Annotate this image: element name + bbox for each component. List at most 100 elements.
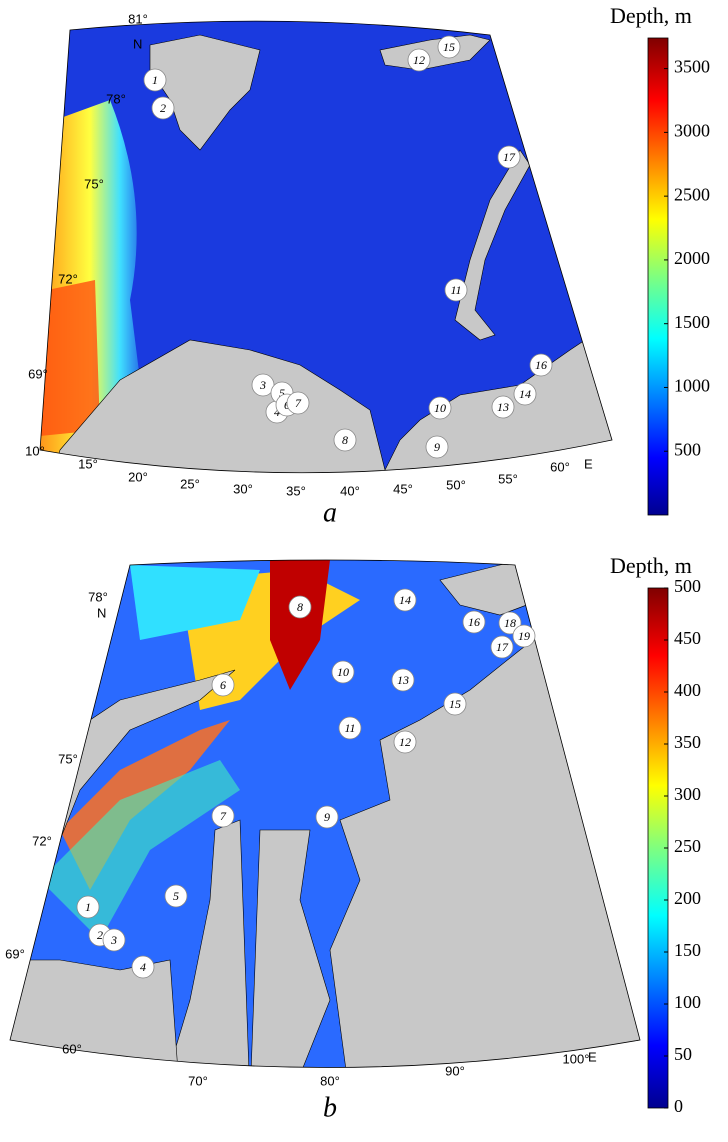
- colorbar-tick-label: 500: [674, 439, 701, 459]
- lon-label: 10°: [25, 443, 45, 458]
- station-marker: [331, 660, 355, 684]
- lat-label: 69°: [5, 946, 25, 961]
- station-label: 7: [295, 396, 302, 410]
- station-marker: [529, 353, 553, 377]
- station-label: 10: [337, 665, 349, 679]
- station-label: 8: [297, 600, 303, 614]
- colorbar-tick-label: 250: [674, 836, 701, 856]
- station-label: 15: [443, 40, 455, 54]
- lon-label: 90°: [445, 1063, 465, 1078]
- station-label: 12: [399, 735, 411, 749]
- station-marker: [338, 716, 362, 740]
- station-marker: [428, 396, 452, 420]
- station-marker: [76, 895, 100, 919]
- station-marker: [490, 635, 514, 659]
- station-marker: [462, 610, 486, 634]
- lon-label: 20°: [128, 469, 148, 484]
- panel-label: a: [323, 497, 337, 528]
- colorbar-tick-label: 3000: [674, 121, 710, 141]
- colorbar-tick-label: 350: [674, 732, 701, 752]
- lat-label: 75°: [58, 751, 78, 766]
- colorbar-tick-label: 1500: [674, 312, 710, 332]
- station-label: 16: [468, 615, 480, 629]
- station-label: 19: [518, 629, 530, 643]
- deep-basin: [40, 280, 100, 440]
- station-label: 9: [324, 810, 330, 824]
- station-label: 3: [110, 933, 117, 947]
- station-marker: [407, 48, 431, 72]
- map-a: [40, 21, 612, 473]
- colorbar-tick-label: 200: [674, 888, 701, 908]
- station-label: 1: [152, 73, 158, 87]
- colorbar-tick-label: 450: [674, 628, 701, 648]
- station-label: 14: [399, 593, 411, 607]
- map-frame: [9, 559, 641, 1068]
- station-marker: [443, 692, 467, 716]
- station-marker: [393, 730, 417, 754]
- east-label: E: [584, 456, 593, 471]
- station-marker: [211, 673, 235, 697]
- lon-label: 60°: [62, 1041, 82, 1056]
- lon-label: 80°: [320, 1073, 340, 1088]
- station-marker: [437, 35, 461, 59]
- station-label: 11: [344, 721, 355, 735]
- trough: [270, 560, 330, 690]
- station-marker: [513, 382, 537, 406]
- station-marker: [315, 805, 339, 829]
- lat-label: 75°: [84, 176, 104, 191]
- station-marker: [491, 395, 515, 419]
- north-label: N: [97, 605, 106, 620]
- station-label: 15: [449, 697, 461, 711]
- station-label: 4: [140, 960, 146, 974]
- land: [59, 669, 236, 841]
- colorbar-tick-label: 400: [674, 680, 701, 700]
- colorbar-title: Depth, m: [610, 553, 692, 578]
- lon-label: 30°: [233, 481, 253, 496]
- station-label: 8: [342, 433, 348, 447]
- colorbar-tick-label: 300: [674, 784, 701, 804]
- station-label: 3: [259, 378, 266, 392]
- colorbar-tick-label: 3500: [674, 57, 710, 77]
- station-label: 17: [496, 640, 509, 654]
- land: [249, 829, 331, 1068]
- land: [379, 34, 491, 71]
- lon-label: 100°: [563, 1051, 590, 1066]
- colorbar-tick-label: 1000: [674, 376, 710, 396]
- station-label: 12: [413, 53, 425, 67]
- land: [10, 959, 181, 1068]
- lon-label: 55°: [498, 471, 518, 486]
- north-label: N: [133, 36, 142, 51]
- colorbar-tick-label: 2500: [674, 184, 710, 204]
- colorbar-tick-label: 100: [674, 992, 701, 1012]
- deep-basin: [40, 100, 150, 460]
- station-label: 4: [274, 405, 280, 419]
- station-marker: [102, 928, 126, 952]
- land: [159, 819, 251, 1068]
- station-label: 13: [397, 673, 409, 687]
- lat-label: 78°: [106, 91, 126, 106]
- lon-label: 35°: [286, 483, 306, 498]
- station-marker: [143, 68, 167, 92]
- lon-label: 50°: [446, 477, 466, 492]
- colorbar-tick-label: 150: [674, 940, 701, 960]
- map-b: [10, 560, 640, 1068]
- station-label: 7: [220, 809, 227, 823]
- station-marker: [286, 391, 310, 415]
- station-marker: [393, 588, 417, 612]
- station-label: 11: [450, 283, 461, 297]
- land: [454, 149, 531, 341]
- lat-label: 72°: [32, 833, 52, 848]
- lat-label: 72°: [58, 271, 78, 286]
- station-marker: [288, 595, 312, 619]
- colorbar-title: Depth, m: [610, 3, 692, 28]
- colorbar-tick-label: 500: [674, 576, 701, 596]
- panel-label: b: [323, 1092, 337, 1123]
- colorbar-tick-label: 0: [674, 1096, 683, 1116]
- lat-label: 78°: [88, 589, 108, 604]
- station-marker: [151, 96, 175, 120]
- station-label: 14: [519, 387, 531, 401]
- station-marker: [425, 435, 449, 459]
- lat-label: 69°: [28, 366, 48, 381]
- station-label: 5: [173, 889, 179, 903]
